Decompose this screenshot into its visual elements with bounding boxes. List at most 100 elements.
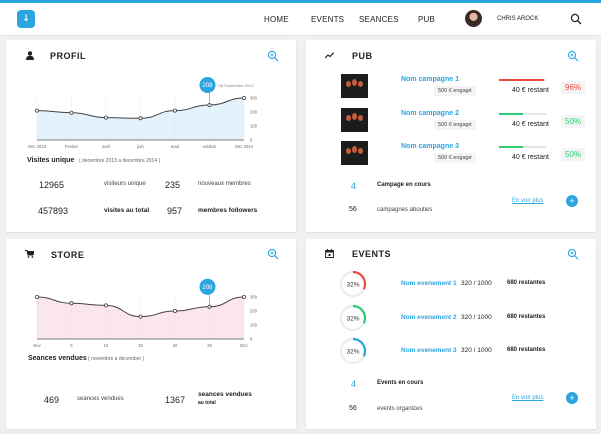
stat-label: seances vendues [198, 391, 252, 398]
see-more-link[interactable]: En voir plus [512, 395, 544, 401]
y-tick-label: 300 [250, 96, 258, 101]
chart-caption: Visites unique [27, 157, 75, 164]
campaign-budget: 500 € engagé [434, 120, 476, 130]
see-more-link[interactable]: En voir plus [512, 198, 544, 204]
trend-icon [324, 51, 335, 61]
nav-events[interactable]: EVENTS [311, 15, 345, 24]
nav-home[interactable]: HOME [264, 15, 289, 24]
events-title: EVENTS [352, 249, 392, 259]
event-percent: 32% [346, 316, 359, 323]
campaign-progress [499, 113, 546, 115]
campaign-thumbnail[interactable] [341, 74, 368, 98]
chart-caption: Seances vendues [28, 355, 87, 362]
zoom-in-icon[interactable] [267, 50, 279, 62]
tooltip-value: 208 [202, 83, 213, 89]
x-tick-label: Dec 2013 [28, 144, 47, 149]
profil-title: PROFIL [50, 51, 86, 61]
stat-label: membres followers [198, 207, 258, 214]
stat-value: 957 [167, 206, 183, 216]
event-percent: 32% [346, 349, 359, 356]
visits-chart: Dec 2013 Fevrier avril juin aout octobre Dec 2… [28, 77, 258, 149]
nav-pub[interactable]: PUB [418, 15, 436, 24]
cart-icon [25, 249, 35, 260]
x-tick-label: octobre [203, 144, 218, 149]
tooltip-value: 208 [202, 285, 213, 291]
pub-card: PUB Nom campagne 1 500 € engagé 40 € resta… [306, 40, 596, 232]
search-icon[interactable] [570, 13, 582, 25]
data-point [34, 294, 39, 299]
event-progress-ring: 32% [339, 270, 367, 298]
user-avatar[interactable] [465, 10, 482, 27]
event-name[interactable]: Nom evenement 1 [401, 280, 457, 287]
x-tick-label: Dec 2014 [235, 144, 254, 149]
campaign-percent: 96% [561, 81, 586, 94]
zoom-in-icon[interactable] [567, 248, 579, 260]
campaign-percent: 50% [561, 148, 586, 161]
user-name[interactable]: CHRIS AROCK [497, 16, 539, 22]
done-label: events organizes [377, 406, 423, 412]
tooltip-date: 08 Septembre 2013 [219, 83, 255, 88]
x-tick-label: aout [171, 144, 180, 149]
x-tick-label: Dec [240, 343, 247, 348]
store-card: STORE Nov 5 10 15 20 25 Dec 0 100 200 300 208 Seanc… [6, 239, 296, 429]
pub-title: PUB [352, 51, 373, 61]
done-count: 56 [349, 206, 357, 213]
stat-label: visites au total [104, 207, 150, 214]
stat-value: 12965 [39, 180, 65, 190]
event-count: 320 / 1000 [461, 347, 492, 354]
add-button[interactable]: + [566, 392, 578, 404]
x-tick-label: 15 [138, 343, 143, 348]
running-count: 4 [351, 181, 357, 191]
x-tick-label: avril [102, 144, 110, 149]
stat-value: 469 [44, 395, 60, 405]
stat-label: visiteurs unique [104, 181, 146, 187]
tooltip-bubble [199, 278, 216, 295]
data-point [172, 309, 177, 314]
campaign-thumbnail[interactable] [341, 141, 368, 165]
top-navbar: ↓ HOME EVENTS SEANCES PUB CHRIS AROCK [0, 3, 601, 36]
add-button[interactable]: + [566, 195, 578, 207]
done-label: campagnes abouties [377, 207, 433, 213]
campaign-budget: 500 € engagé [434, 153, 476, 163]
y-tick-label: 0 [250, 138, 253, 143]
campaign-name[interactable]: Nom campagne 3 [401, 143, 459, 150]
x-tick-label: 25 [207, 343, 212, 348]
campaign-thumbnail[interactable] [341, 108, 368, 132]
user-icon [26, 51, 34, 62]
event-remaining: 680 restantes [507, 314, 546, 320]
data-point [138, 314, 143, 319]
y-tick-label: 200 [250, 110, 258, 115]
running-label: Campage en cours [377, 182, 431, 188]
y-tick-label: 100 [250, 124, 258, 129]
running-label: Events en cours [377, 380, 424, 386]
nav-seances[interactable]: SEANCES [359, 15, 399, 24]
data-point [34, 108, 39, 113]
campaign-name[interactable]: Nom campagne 2 [401, 110, 459, 117]
event-remaining: 680 restantes [507, 347, 546, 353]
event-name[interactable]: Nom evenement 3 [401, 347, 457, 354]
data-point [104, 303, 109, 308]
app-logo[interactable]: ↓ [17, 10, 35, 28]
y-tick-label: 300 [250, 295, 258, 300]
stat-label: nouveaux membres [198, 181, 251, 187]
tooltip-bubble [199, 77, 216, 93]
zoom-in-icon[interactable] [567, 50, 579, 62]
event-count: 320 / 1000 [461, 280, 492, 287]
campaign-name[interactable]: Nom campagne 1 [401, 76, 459, 83]
campaign-progress-fill [499, 79, 545, 81]
event-name[interactable]: Nom evenement 2 [401, 314, 457, 321]
chart-range: ( novembre a decembre ) [88, 356, 145, 362]
profil-card: PROFIL Dec 2013 Fevrier avril juin aout octob… [6, 40, 296, 232]
event-remaining: 680 restantes [507, 280, 546, 286]
zoom-in-icon[interactable] [267, 248, 279, 260]
running-count: 4 [351, 379, 357, 389]
stat-value: 457893 [38, 206, 69, 216]
x-tick-label: 5 [70, 343, 73, 348]
campaign-budget: 500 € engagé [434, 86, 476, 96]
campaign-progress [499, 79, 546, 81]
calendar-icon [325, 249, 334, 260]
campaign-percent: 50% [561, 115, 586, 128]
campaign-remaining: 40 € restant [512, 154, 549, 161]
y-tick-label: 200 [250, 309, 258, 314]
